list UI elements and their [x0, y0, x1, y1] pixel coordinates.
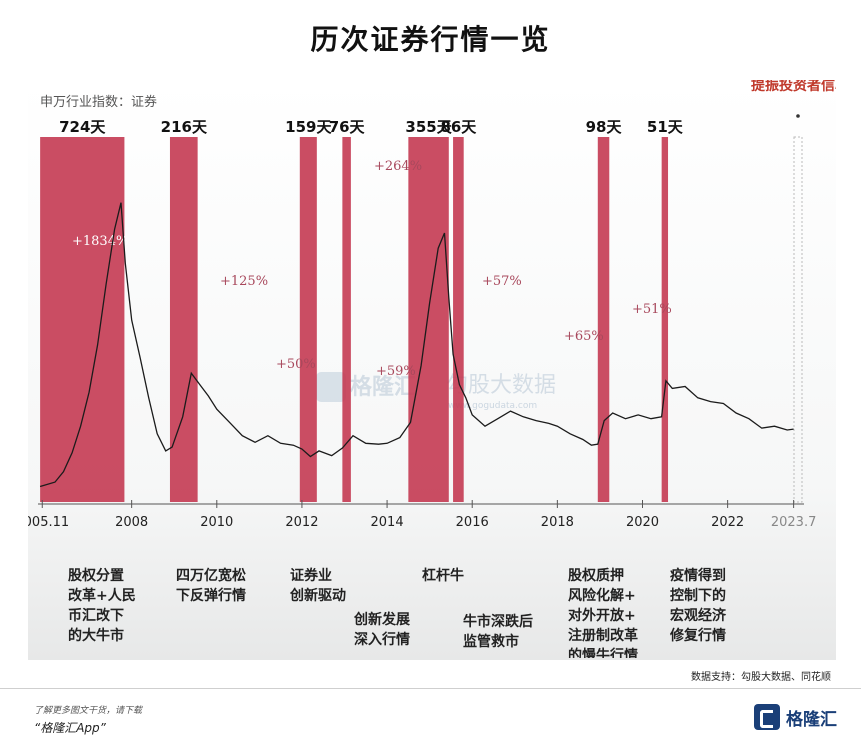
x-tick-label: 2020	[626, 515, 659, 530]
divider	[0, 688, 861, 689]
logo-icon	[754, 704, 780, 730]
gain-label: +65%	[564, 329, 604, 344]
event-annotation: 创新发展 深入行情	[354, 612, 410, 648]
x-tick-label: 2014	[371, 515, 404, 530]
watermark-brand: 格隆汇	[350, 374, 416, 400]
gelonghui-logo: 格隆汇	[754, 704, 837, 730]
x-tick-label: 2008	[115, 515, 148, 530]
gain-label: +50%	[276, 357, 316, 372]
event-annotation: 四万亿宽松 下反弹行情	[176, 568, 246, 604]
rally-band	[169, 137, 198, 502]
chart-panel: 申万行业指数：证券 格隆汇 勾股大数据 www.gogudata.com 724天 216…	[28, 80, 836, 660]
x-tick-label: 2018	[541, 515, 574, 530]
rally-band	[408, 137, 449, 502]
policy-note: 提振投资者信心	[751, 80, 836, 94]
gain-label: +264%	[374, 159, 422, 174]
watermark-sub: www.gogudata.com	[448, 401, 537, 411]
logo-text: 格隆汇	[786, 709, 837, 730]
x-tick-label: 2012	[285, 515, 318, 530]
rally-band	[597, 137, 610, 502]
rally-band	[299, 137, 317, 502]
footer-app-name: “格隆汇App”	[34, 721, 106, 735]
data-source: 数据支持：勾股大数据、同花顺	[691, 672, 831, 683]
event-annotation: 疫情得到 控制下的 宏观经济 修复行情	[670, 568, 726, 644]
footer-download-hint: 了解更多图文干货，请下载	[34, 706, 143, 716]
x-tick-label: 2010	[200, 515, 233, 530]
duration-label: 51天	[647, 118, 684, 136]
gain-label: +51%	[632, 302, 672, 317]
gain-label: +1834%	[72, 234, 128, 249]
event-annotation: 股权分置 改革+人民 币汇改下 的大牛市	[68, 568, 136, 644]
watermark-logo-icon	[316, 372, 346, 402]
gain-label: +59%	[376, 364, 416, 379]
x-tick-label: 2023.7	[771, 515, 817, 530]
rally-band	[342, 137, 351, 502]
duration-label: 98天	[586, 118, 623, 136]
duration-label: 216天	[161, 118, 208, 136]
current-marker-dot	[796, 114, 800, 118]
event-annotation: 杠杆牛	[422, 568, 464, 584]
index-label: 申万行业指数：证券	[40, 94, 157, 110]
page-title: 历次证券行情一览	[310, 23, 551, 56]
gain-label: +125%	[220, 274, 268, 289]
duration-label: 355天	[405, 118, 452, 136]
gain-label: +57%	[482, 274, 522, 289]
duration-label: 724天	[59, 118, 106, 136]
rally-band	[661, 137, 669, 502]
event-annotation: 证券业 创新驱动	[290, 568, 346, 604]
current-period-marker	[793, 136, 803, 503]
duration-label: 76天	[329, 118, 366, 136]
duration-label: 86天	[440, 118, 477, 136]
x-tick-label: 2022	[711, 515, 744, 530]
x-tick-label: 2016	[456, 515, 489, 530]
event-annotation: 股权质押 风险化解+ 对外开放+ 注册制改革 的慢牛行情	[568, 568, 638, 658]
rally-band	[453, 137, 464, 502]
index-line	[39, 202, 794, 488]
duration-label: 159天	[285, 118, 332, 136]
event-annotation: 牛市深跌后 监管救市	[463, 614, 533, 650]
x-tick-label: 2005.11	[28, 515, 69, 530]
rally-band	[40, 137, 125, 502]
